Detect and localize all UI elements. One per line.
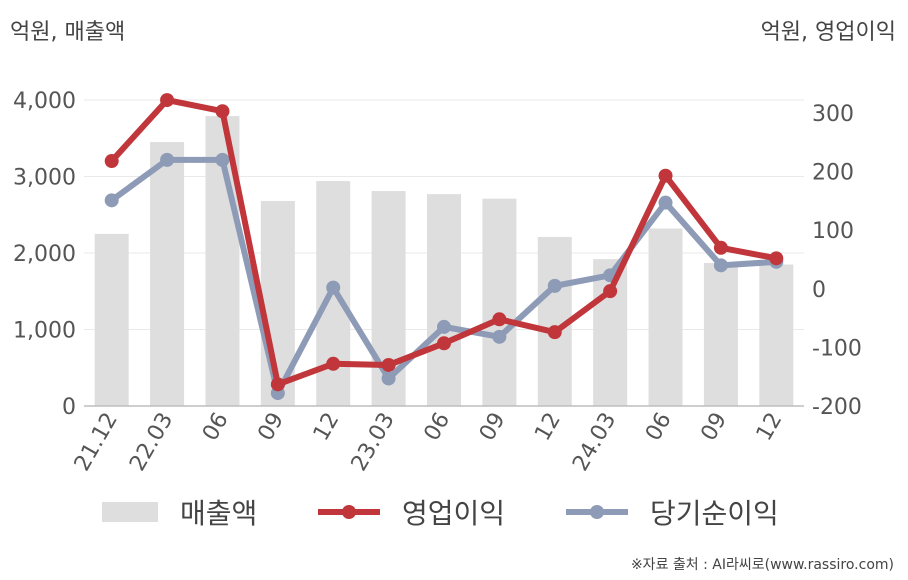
legend-item-revenue: 매출액 xyxy=(102,492,257,532)
x-tick-label: 09 xyxy=(253,409,289,446)
operating-profit-point xyxy=(603,284,618,299)
operating-profit-point xyxy=(326,356,341,371)
revenue-bar xyxy=(427,194,461,406)
operating-profit-point xyxy=(381,357,396,372)
net-income-point xyxy=(547,278,562,293)
operating-profit-point xyxy=(215,104,230,119)
revenue-bar xyxy=(482,198,517,406)
left-tick-label: 2,000 xyxy=(13,242,76,267)
operating-profit-point xyxy=(270,377,285,392)
left-tick-label: 0 xyxy=(62,395,76,420)
legend-label-revenue: 매출액 xyxy=(180,497,258,530)
revenue-bar xyxy=(648,228,683,406)
legend-bar-swatch xyxy=(102,502,158,522)
legend-item-net-income: 당기순이익 xyxy=(566,492,779,532)
x-tick-label: 23.03 xyxy=(347,409,400,476)
net-income-point xyxy=(658,195,673,210)
revenue-bar xyxy=(94,233,129,406)
net-income-point xyxy=(713,258,728,273)
revenue-bar xyxy=(150,142,185,406)
operating-profit-point xyxy=(769,251,784,266)
x-tick-label: 09 xyxy=(475,409,511,446)
legend-line-swatch-red xyxy=(318,505,380,519)
x-tick-label: 06 xyxy=(198,409,234,446)
legend-item-operating-profit: 영업이익 xyxy=(318,492,505,532)
right-tick-label: 100 xyxy=(812,219,854,244)
x-tick-label: 12 xyxy=(309,409,345,446)
operating-profit-point xyxy=(492,312,507,327)
operating-profit-point xyxy=(104,154,119,169)
right-tick-label: 0 xyxy=(812,278,826,303)
x-tick-label: 22.03 xyxy=(125,409,178,476)
operating-profit-point xyxy=(547,325,562,340)
legend-label-operating-profit: 영업이익 xyxy=(402,497,506,530)
revenue-bar xyxy=(703,262,738,406)
x-tick-label: 12 xyxy=(752,409,788,446)
x-tick-label: 09 xyxy=(696,409,732,446)
legend-line-swatch-blue xyxy=(566,505,628,519)
revenue-bar xyxy=(593,259,628,406)
net-income-point xyxy=(104,193,119,208)
operating-profit-point xyxy=(658,168,673,183)
right-tick-label: -200 xyxy=(812,395,862,420)
x-tick-label: 06 xyxy=(641,409,677,446)
left-axis-unit: 억원, 매출액 xyxy=(10,20,126,45)
net-income-point xyxy=(215,152,230,167)
net-income-point xyxy=(437,319,451,334)
left-tick-label: 4,000 xyxy=(13,89,76,114)
legend-label-net-income: 당기순이익 xyxy=(650,497,779,530)
revenue-bar xyxy=(759,264,794,406)
right-tick-label: 300 xyxy=(812,102,854,127)
x-tick-label: 12 xyxy=(530,409,566,446)
net-income-point xyxy=(326,280,341,295)
x-tick-label: 24.03 xyxy=(568,409,621,476)
left-tick-label: 1,000 xyxy=(13,319,76,344)
x-tick-label: 06 xyxy=(420,409,456,446)
right-axis-unit: 억원, 영업이익 xyxy=(760,20,896,45)
operating-profit-point xyxy=(437,336,451,351)
net-income-point xyxy=(160,152,175,167)
x-tick-label: 21.12 xyxy=(70,409,123,476)
right-tick-label: -100 xyxy=(812,336,862,361)
operating-profit-point xyxy=(713,240,728,255)
source-credit: ※자료 출처 : AI라씨로(www.rassiro.com) xyxy=(630,557,894,573)
operating-profit-point xyxy=(160,93,175,108)
right-tick-label: 200 xyxy=(812,161,854,186)
left-tick-label: 3,000 xyxy=(13,166,76,191)
net-income-point xyxy=(381,371,396,386)
net-income-point xyxy=(492,329,507,344)
